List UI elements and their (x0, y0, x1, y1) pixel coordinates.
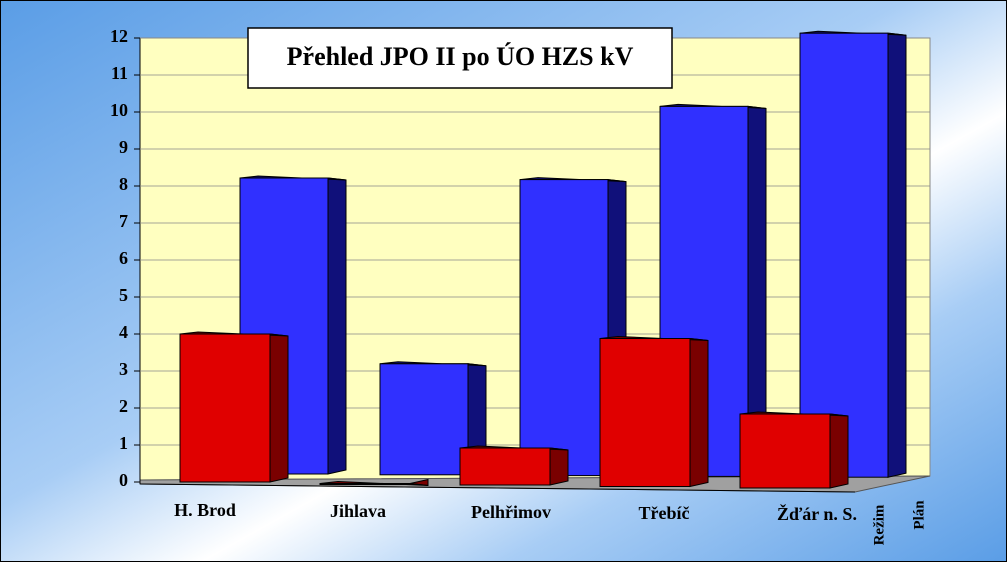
bar-face (269, 333, 289, 483)
bar-face (549, 447, 569, 486)
y-tick-label: 3 (119, 359, 128, 379)
bar-face (829, 413, 849, 489)
y-tick-label: 4 (119, 322, 128, 342)
y-tick-label: 5 (119, 285, 128, 305)
title-box (247, 27, 673, 89)
bar-face (459, 447, 551, 486)
x-tick-label: Pelhřimov (471, 502, 551, 522)
bar-face (799, 32, 889, 478)
y-tick-label: 12 (110, 26, 128, 46)
legend-label: Plán (911, 500, 927, 530)
bar (799, 30, 907, 478)
x-tick-label: Jihlava (330, 501, 386, 521)
bar-face (689, 337, 709, 488)
chart-title: Přehled JPO II po ÚO HZS kV (287, 42, 634, 71)
x-axis (139, 483, 856, 493)
y-tick-label: 11 (111, 63, 128, 83)
bar-face (327, 177, 347, 475)
bar-face (379, 363, 469, 476)
y-tick-label: 8 (119, 174, 128, 194)
bar-face (739, 413, 831, 489)
bar-face (519, 179, 609, 477)
y-tick-label: 7 (119, 211, 128, 231)
y-tick-label: 6 (119, 248, 128, 268)
x-tick-label: Žďár n. S. (777, 503, 857, 524)
y-tick-label: 9 (119, 137, 128, 157)
bar-face (179, 333, 271, 483)
y-tick-label: 2 (119, 396, 128, 416)
bar-face (599, 338, 691, 487)
x-tick-label: H. Brod (174, 500, 236, 520)
bar (179, 331, 289, 483)
y-tick-label: 0 (119, 470, 128, 490)
x-tick-label: Třebíč (639, 503, 690, 523)
bar (739, 411, 849, 489)
bar (459, 445, 569, 486)
bar-face (887, 32, 907, 478)
bar-face (319, 483, 411, 485)
y-tick-label: 1 (119, 433, 128, 453)
y-tick-label: 10 (110, 100, 128, 120)
bar (599, 335, 709, 488)
legend-label: Režim (871, 504, 887, 545)
bar (319, 478, 429, 487)
